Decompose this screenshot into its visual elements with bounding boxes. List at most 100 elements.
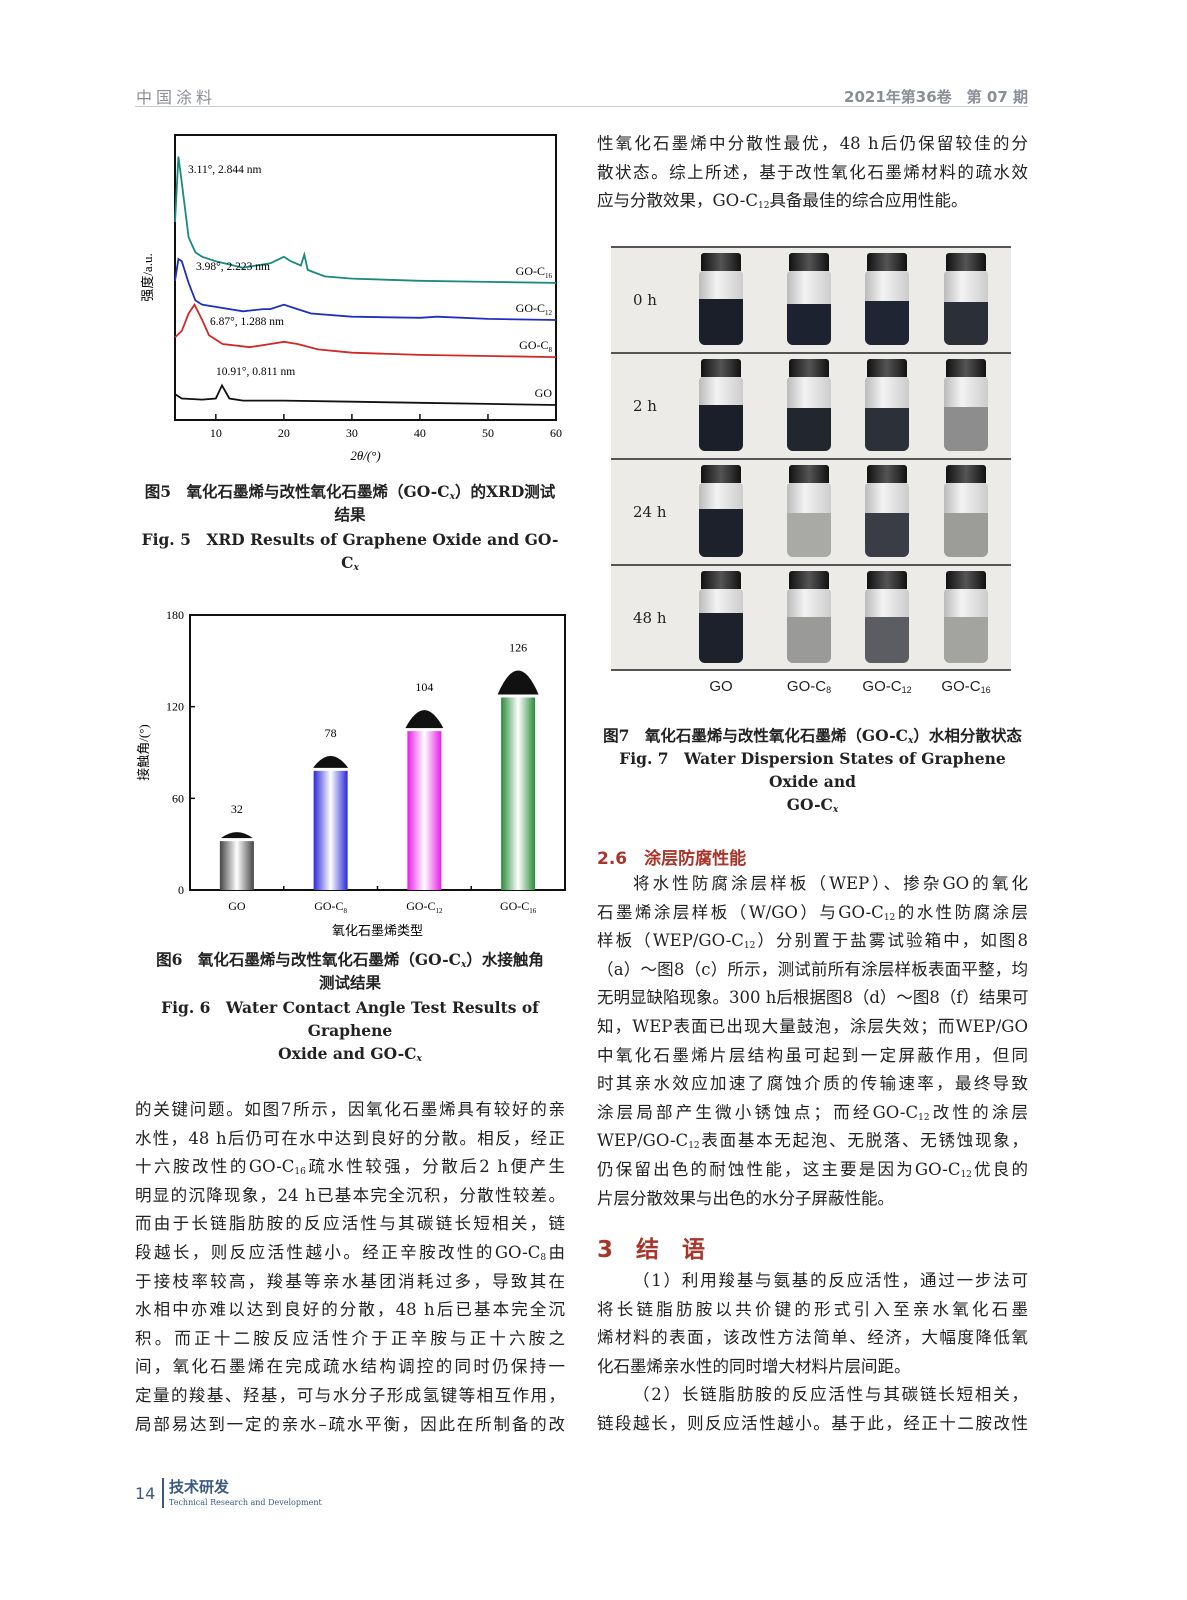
vial-glass [944,589,988,663]
vial-cap [946,465,986,483]
vial-glass [699,483,743,557]
peak-annotation: 3.11°, 2.844 nm [188,164,262,176]
x-tick-label: 60 [550,426,562,440]
vial-cap [946,359,986,377]
text-line: 将长链脂肪胺以共价键的形式引入至亲水氧化石墨 [597,1299,1028,1319]
vial-liquid [944,406,988,451]
text-line: 的关键问题。如图7所示，因氧化石墨烯具有较好的亲 [135,1100,565,1119]
bar [407,731,442,890]
issue-info: 2021年第36卷 第 07 期 [844,88,1028,106]
series-line [174,156,557,284]
vial-cap [789,571,829,589]
text-line: 涂层局部产生微小锈蚀点；而经GO-C12改性的涂层 [597,1102,1029,1123]
text-line: 散状态。综上所述，基于改性氧化石墨烯材料的疏水效 [597,162,1028,182]
x-axis-label: 2θ/(°) [350,448,380,463]
fig7-caption-cn: 图7 氧化石墨烯与改性氧化石墨烯（GO-Cx）水相分散状态 [603,726,1022,746]
sample-vial [865,253,909,347]
sample-label: GO [709,678,733,695]
fig6-caption: 图6 氧化石墨烯与改性氧化石墨烯（GO-Cx）水接触角 测试结果 Fig. 6 … [135,948,565,1065]
fig5-caption-cn-2: 结果 [334,505,366,524]
x-tick-label: GO-C12 [406,899,443,915]
y-tick-label: 60 [172,791,184,805]
footer-section-en: Technical Research and Development [169,1498,322,1507]
vial-cap [946,253,986,271]
text-line: 性氧化石墨烯中分散性最优，48 h后仍保留较佳的分 [597,134,1028,153]
vial-liquid [787,512,831,557]
vial-glass [865,483,909,557]
fig5-caption: 图5 氧化石墨烯与改性氧化石墨烯（GO-Cx）的XRD测试 结果 Fig. 5 … [135,480,565,574]
vial-glass [865,377,909,451]
water-droplet [405,710,444,729]
text-line: 段越长，则反应活性越小。经正辛胺改性的GO-C8由 [135,1242,565,1263]
sample-vial [944,571,988,665]
y-tick-label: 180 [166,608,184,622]
text-line: 明显的沉降现象，24 h已基本完全沉积，分散性较差。 [135,1185,565,1205]
fig5-caption-cn: 图5 氧化石墨烯与改性氧化石墨烯（GO-Cx）的XRD测试 [144,482,556,502]
sample-label: GO-C8 [786,678,832,695]
sample-vial [944,359,988,453]
text-line: 积。而正十二胺反应活性介于正辛胺与正十六胺之 [135,1328,565,1348]
vial-glass [944,377,988,451]
sample-label: GO-C16 [941,678,991,695]
sample-vial [944,465,988,559]
footer-section-cn: 技术研发 [169,1478,230,1496]
vial-liquid [787,617,831,663]
bar-value-label: 78 [325,726,337,740]
text-line: WEP/GO-C12表面基本无起泡、无脱落、无锈蚀现象， [597,1131,1028,1152]
footer-divider [162,1478,164,1508]
text-line: 水相中亦难以达到良好的分散，48 h后已基本完全沉 [135,1300,565,1320]
series-label: GO [535,386,553,400]
text-line: 间，氧化石墨烯在完成疏水结构调控的同时仍保持一 [135,1357,565,1377]
vial-glass [944,483,988,557]
row-divider [611,458,1011,460]
x-tick-label: 20 [278,426,290,440]
sample-vial [865,465,909,559]
sample-vial [699,359,743,453]
text-line: 仍保留出色的耐蚀性能，这主要是因为GO-C12优良的 [597,1159,1029,1180]
text-line: 链段越长，则反应活性越小。基于此，经正十二胺改性 [597,1413,1028,1433]
vial-liquid [865,408,909,451]
x-tick-label: 40 [414,426,426,440]
sample-vial [699,465,743,559]
grid-bottom-border [611,669,1011,671]
grid-top-border [611,246,1011,248]
vial-liquid [787,408,831,451]
text-line: 知，WEP表面已出现大量鼓泡，涂层失效；而WEP/GO [597,1016,1028,1036]
vial-liquid [944,302,988,345]
fig7-caption-en-2: GO-Cx [786,795,839,815]
vial-cap [701,359,741,377]
vial-glass [787,377,831,451]
header-divider [135,106,1028,107]
series-label: GO-C8 [519,338,552,354]
water-droplet [497,670,539,695]
bar-value-label: 104 [415,680,433,694]
sample-vial [865,359,909,453]
bar-value-label: 126 [509,641,527,655]
dispersion-photo-grid: 0 h 2 h 24 h 48 h [611,246,1011,671]
time-label: 2 h [633,397,657,415]
vial-cap [867,465,907,483]
bar-value-label: 32 [231,802,243,816]
series-label: GO-C12 [516,301,553,317]
sample-vial [699,571,743,665]
vial-liquid [699,612,743,663]
vial-glass [865,271,909,345]
y-tick-label: 0 [178,883,184,897]
fig6-caption-cn: 图6 氧化石墨烯与改性氧化石墨烯（GO-Cx）水接触角 [156,950,544,970]
text-line: 定量的羧基、羟基，可与水分子形成氢键等相互作用， [135,1385,565,1405]
section-3-text: （1）利用羧基与氨基的反应活性，通过一步法可 将长链脂肪胺以共价键的形式引入至亲水… [597,1267,1028,1439]
sample-vial [865,571,909,665]
sample-vial [787,359,831,453]
text-line: 局部易达到一定的亲水–疏水平衡，因此在所制备的改 [135,1414,565,1434]
sample-label: GO-C12 [862,678,912,695]
x-tick-label: 30 [346,426,358,440]
text-line: 于接枝率较高，羧基等亲水基团消耗过多，导致其在 [135,1271,565,1291]
text-line: 烯材料的表面，该改性方法简单、经济，大幅度降低氧 [597,1328,1028,1348]
text-line: 而由于长链脂肪胺的反应活性与其碳链长短相关，链 [135,1214,565,1234]
time-label: 24 h [633,503,667,521]
text-line: 片层分散效果与出色的水分子屏蔽性能。 [597,1188,894,1208]
vial-cap [789,253,829,271]
time-label: 48 h [633,609,667,627]
x-tick-label: 50 [482,426,494,440]
vial-cap [946,571,986,589]
